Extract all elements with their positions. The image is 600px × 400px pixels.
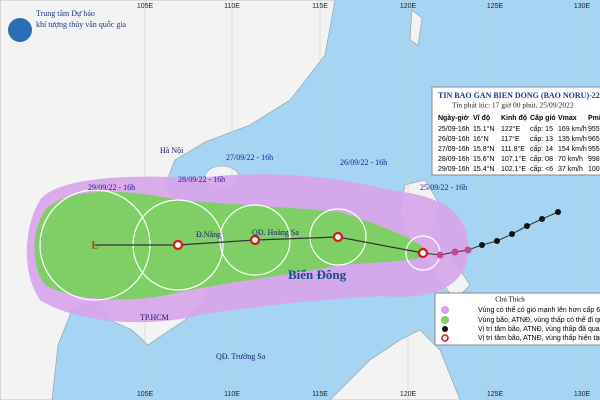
legend-swatch: [441, 334, 449, 342]
place-label: Hà Nội: [160, 146, 184, 155]
table-header: Cấp gió: [530, 114, 556, 122]
lon-label: 105E: [137, 391, 154, 398]
table-cell: 998 h: [588, 156, 600, 163]
table-cell: 117°E: [501, 135, 520, 143]
table-cell: 25/09-16h: [438, 126, 470, 133]
table-cell: 15.1°N: [473, 125, 494, 133]
table-cell: 15.8°N: [473, 145, 494, 153]
table-cell: 955 h: [588, 146, 600, 153]
past-position: [509, 231, 515, 237]
table-cell: 1002: [588, 166, 600, 173]
table-cell: 16°N: [473, 135, 489, 143]
logo-text: Trung tâm Dự báo: [36, 9, 95, 18]
info-box: [431, 86, 600, 176]
table-cell: 135 km/h: [558, 136, 587, 143]
table-cell: cấp: <6: [530, 164, 553, 173]
past-position: [464, 246, 472, 254]
table-cell: 122°E: [501, 125, 520, 133]
storm-symbol: [417, 247, 429, 259]
table-cell: 26/09-16h: [438, 136, 470, 143]
table-cell: 955 h: [588, 126, 600, 133]
place-label: Đ.Nẵng: [196, 230, 221, 239]
table-cell: 15.4°N: [473, 165, 494, 173]
past-position: [555, 209, 561, 215]
table-cell: 29/09-16h: [438, 166, 470, 173]
storm-symbol: [172, 239, 184, 251]
date-label: 26/09/22 - 16h: [340, 158, 387, 167]
lon-label: 110E: [224, 3, 240, 10]
table-cell: 107.1°E: [501, 155, 526, 163]
lon-label: 125E: [487, 391, 504, 398]
table-cell: 154 km/h: [558, 146, 587, 153]
table-cell: cấp: 13: [530, 134, 553, 143]
past-position: [451, 248, 459, 256]
logo-text: khí tượng thủy văn quốc gia: [36, 20, 127, 29]
borneo: [329, 329, 461, 400]
sea-label: Biển Đông: [288, 267, 347, 282]
table-cell: 15.6°N: [473, 155, 494, 163]
lon-label: 130E: [574, 3, 591, 10]
radius-circle: [219, 204, 291, 276]
date-label: 29/09/22 - 16h: [88, 183, 135, 192]
taiwan: [409, 9, 423, 46]
table-cell: cấp: 14: [530, 144, 553, 153]
table-header: Vmax: [558, 115, 577, 122]
lon-label: 115E: [312, 3, 328, 10]
info-issued: Tin phát lúc: 17 giờ 00 phút, 25/09/2022: [452, 101, 574, 110]
logo-icon: [8, 18, 32, 42]
lon-label: 120E: [400, 3, 417, 10]
lon-label: 130E: [574, 391, 591, 398]
table-cell: 169 km/h: [558, 126, 587, 133]
table-cell: 102.1°E: [501, 165, 526, 173]
table-header: Pmi: [588, 115, 600, 122]
lon-label: 125E: [487, 3, 504, 10]
legend-item: Vị trí tâm bão, ATNĐ, vùng thấp hiện tại…: [478, 333, 600, 342]
table-cell: 965 h: [588, 136, 600, 143]
lon-label: 110E: [224, 391, 240, 398]
lon-label: 120E: [400, 391, 417, 398]
date-label: 25/09/22 - 16h: [420, 183, 467, 192]
lon-label: 105E: [137, 3, 154, 10]
date-label: 28/09/22 - 16h: [178, 175, 225, 184]
radius-circle: [309, 208, 367, 266]
past-position: [494, 238, 500, 244]
table-header: Ngày-giờ: [438, 115, 469, 122]
past-position: [479, 242, 485, 248]
place-label: TP.HCM: [140, 313, 169, 322]
past-position: [539, 216, 545, 222]
lon-label: 115E: [312, 391, 328, 398]
legend-swatch: [442, 326, 448, 332]
table-cell: 111.8°E: [501, 145, 525, 153]
legend-item: Vùng bão, ATNĐ, vùng thấp có thể đi qua: [478, 315, 600, 324]
info-title: TIN BAO GAN BIEN DONG (BAO NORU)-22: [438, 91, 600, 100]
storm-symbol: [332, 231, 344, 243]
past-track: [422, 211, 559, 256]
legend-title: Chú Thích: [495, 296, 525, 304]
place-label: QĐ. Hoàng Sa: [252, 228, 299, 237]
table-header: Kinh độ: [501, 115, 527, 122]
table-cell: cấp: 08: [530, 154, 553, 163]
legend-swatch: [441, 306, 449, 314]
date-label: 27/09/22 - 16h: [226, 153, 273, 162]
past-position: [524, 223, 530, 229]
legend-swatch: [441, 316, 449, 324]
table-header: Vĩ độ: [473, 115, 490, 122]
table-cell: 37 km/h: [558, 166, 583, 173]
table-cell: 70 km/h: [558, 156, 583, 163]
legend-item: Vị trí tâm bão, ATNĐ, vùng thấp đã qua: [478, 324, 600, 333]
legend-box: [434, 292, 600, 346]
past-position: [436, 251, 444, 259]
table-cell: 28/09-16h: [438, 156, 470, 163]
storm-symbol: [249, 234, 261, 246]
table-cell: 27/09-16h: [438, 146, 470, 153]
low-symbol: L: [92, 240, 99, 251]
danger-zone: [34, 191, 431, 300]
table-cell: cấp: 15: [530, 124, 553, 133]
legend-item: Vùng có thể có gió mạnh lên hơn cấp 6: [478, 305, 600, 314]
place-label: QĐ. Trường Sa: [216, 352, 266, 361]
